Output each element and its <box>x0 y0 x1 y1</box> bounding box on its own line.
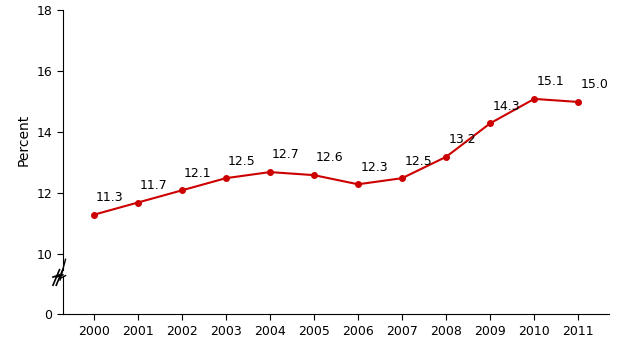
Text: 13.2: 13.2 <box>448 133 476 146</box>
Text: 11.3: 11.3 <box>96 191 124 204</box>
Text: 12.1: 12.1 <box>184 167 212 180</box>
Text: 12.5: 12.5 <box>404 155 432 168</box>
Text: 12.7: 12.7 <box>272 148 300 162</box>
Text: 11.7: 11.7 <box>140 179 168 192</box>
Text: 14.3: 14.3 <box>492 99 520 113</box>
Text: 12.6: 12.6 <box>316 151 344 164</box>
Text: 12.5: 12.5 <box>228 155 256 168</box>
Text: 12.3: 12.3 <box>360 161 388 173</box>
Y-axis label: Percent: Percent <box>17 114 31 166</box>
Text: 15.1: 15.1 <box>536 75 564 88</box>
Text: 15.0: 15.0 <box>580 78 609 91</box>
